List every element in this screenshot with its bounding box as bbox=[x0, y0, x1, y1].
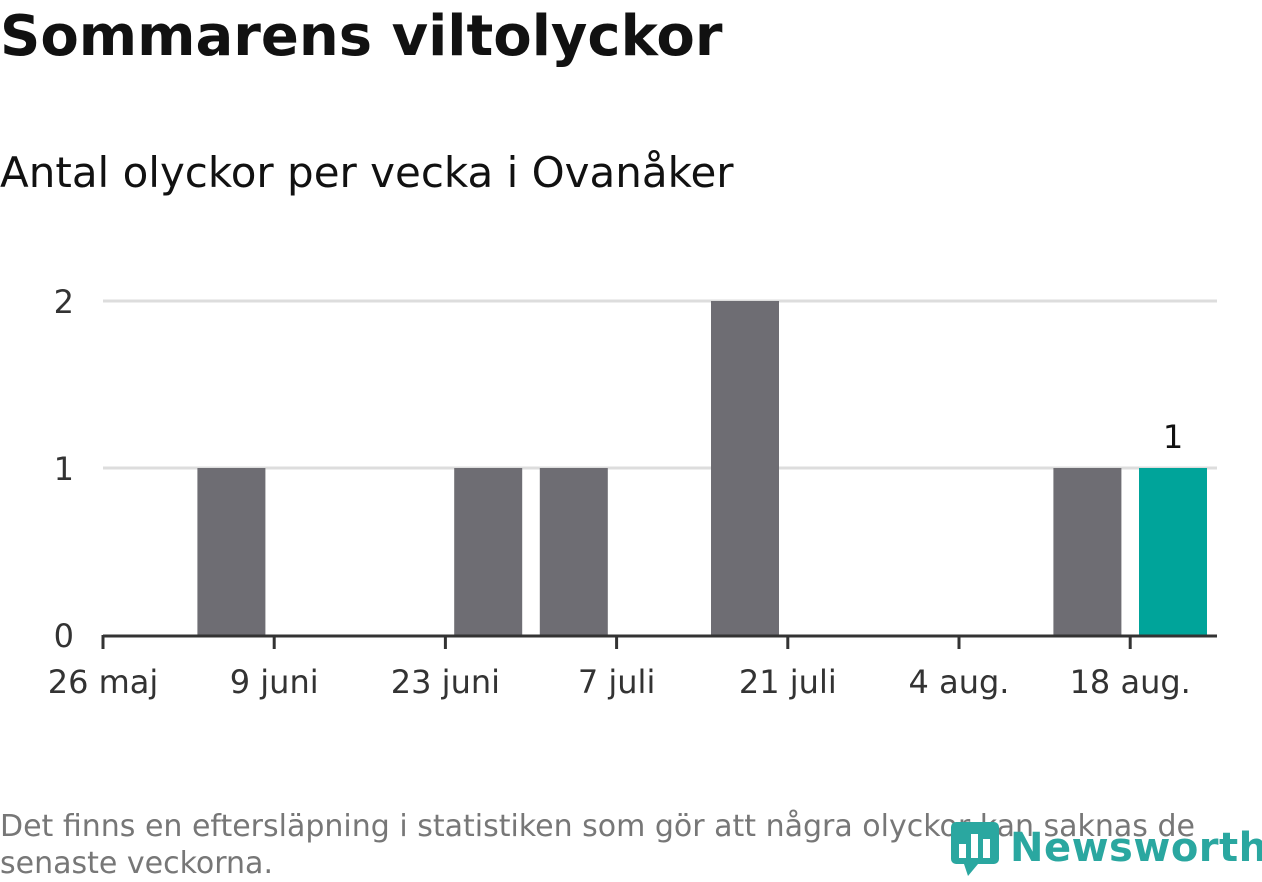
axes bbox=[101, 634, 1217, 649]
chart-title: Sommarens viltolyckor bbox=[0, 4, 723, 69]
data-label: 1 bbox=[1163, 418, 1183, 456]
newsworthy-logo: Newsworthy bbox=[950, 818, 1262, 878]
bar bbox=[711, 301, 779, 635]
bar-chart: 0 1 2 26 maj 9 juni 23 juni 7 juli 21 juli 4 aug… bbox=[48, 283, 1217, 701]
y-tick-label: 0 bbox=[54, 617, 74, 655]
x-tick-label: 9 juni bbox=[230, 663, 319, 701]
bar bbox=[197, 468, 266, 635]
chart-subtitle: Antal olyckor per vecka i Ovanåker bbox=[0, 148, 734, 197]
chart-bubble-icon bbox=[951, 822, 999, 876]
bar bbox=[1053, 468, 1122, 635]
bar bbox=[454, 468, 523, 635]
brand-name: Newsworthy bbox=[1010, 825, 1262, 871]
x-tick-label: 18 aug. bbox=[1070, 663, 1191, 701]
bars bbox=[197, 301, 1207, 635]
x-tick-label: 23 juni bbox=[391, 663, 500, 701]
x-tick-label: 26 maj bbox=[48, 663, 159, 701]
bar bbox=[1139, 468, 1207, 635]
gridlines bbox=[103, 299, 1217, 470]
bar bbox=[539, 468, 608, 635]
labels: 0 1 2 26 maj 9 juni 23 juni 7 juli 21 juli 4 aug… bbox=[48, 283, 1191, 701]
x-tick-label: 7 juli bbox=[578, 663, 655, 701]
x-tick-label: 4 aug. bbox=[909, 663, 1010, 701]
x-tick-label: 21 juli bbox=[739, 663, 837, 701]
y-tick-label: 2 bbox=[54, 283, 74, 321]
y-tick-label: 1 bbox=[54, 450, 74, 488]
